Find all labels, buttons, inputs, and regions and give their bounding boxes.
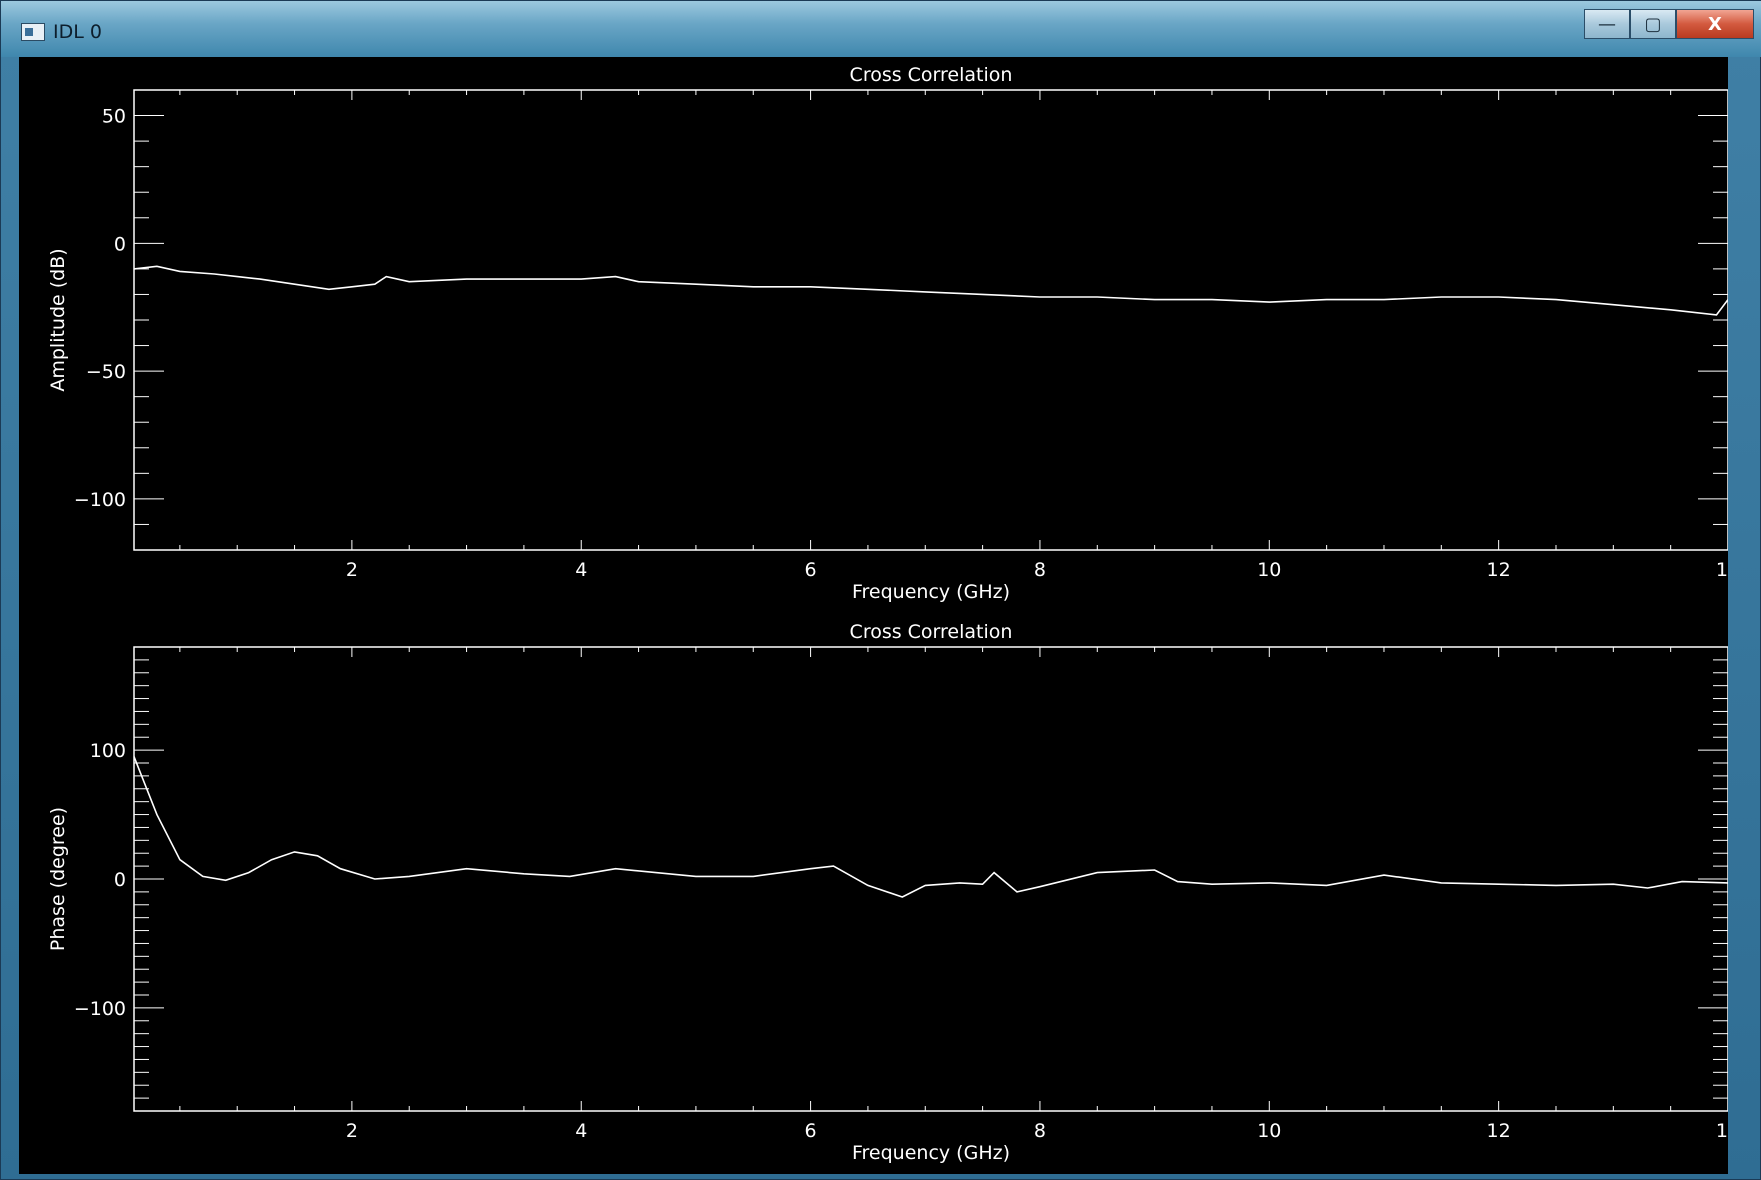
x-tick-label: 4 bbox=[575, 559, 587, 581]
plot-frame bbox=[133, 89, 1728, 551]
plot-canvas: Cross Correlation Frequency (GHz) Amplitud… bbox=[19, 57, 1728, 1174]
x-tick-label: 10 bbox=[1257, 559, 1281, 581]
series-line bbox=[133, 265, 1728, 316]
window-title: IDL 0 bbox=[53, 21, 102, 43]
x-axis-label: Frequency (GHz) bbox=[852, 581, 1010, 603]
y-tick-label: 0 bbox=[114, 869, 126, 891]
app-icon[interactable] bbox=[21, 23, 45, 41]
plots-svg: Cross Correlation Frequency (GHz) Amplitud… bbox=[47, 64, 1728, 1164]
x-tick-label: 2 bbox=[346, 1120, 358, 1142]
x-tick-label: 12 bbox=[1487, 559, 1511, 581]
close-icon[interactable]: X bbox=[1676, 9, 1754, 39]
x-tick-label: 10 bbox=[1257, 1120, 1281, 1142]
y-tick-label: −50 bbox=[86, 361, 126, 383]
x-tick-label: 12 bbox=[1487, 1120, 1511, 1142]
y-axis-label: Phase (degree) bbox=[47, 807, 69, 951]
x-tick-label: 6 bbox=[805, 1120, 817, 1142]
x-tick-label: 8 bbox=[1034, 1120, 1046, 1142]
x-tick-label: 2 bbox=[346, 559, 358, 581]
y-tick-label: −100 bbox=[74, 489, 126, 511]
x-tick-label: 4 bbox=[575, 1120, 587, 1142]
x-tick-label: 6 bbox=[805, 559, 817, 581]
x-tick-label: 14 bbox=[1716, 559, 1728, 581]
y-tick-label: −100 bbox=[74, 998, 126, 1020]
window-controls: — ▢ X bbox=[1584, 9, 1754, 41]
minimize-icon[interactable]: — bbox=[1584, 9, 1630, 39]
x-tick-label: 14 bbox=[1716, 1120, 1728, 1142]
y-tick-label: 100 bbox=[90, 740, 126, 762]
chart-title: Cross Correlation bbox=[850, 64, 1013, 86]
maximize-icon[interactable]: ▢ bbox=[1630, 9, 1676, 39]
x-tick-label: 8 bbox=[1034, 559, 1046, 581]
y-tick-label: 0 bbox=[114, 233, 126, 255]
y-tick-label: 50 bbox=[102, 106, 126, 128]
chart-title: Cross Correlation bbox=[850, 621, 1013, 643]
series-line bbox=[133, 756, 1728, 898]
x-axis-label: Frequency (GHz) bbox=[852, 1142, 1010, 1164]
title-bar[interactable]: IDL 0 — ▢ X bbox=[1, 1, 1761, 57]
y-axis-label: Amplitude (dB) bbox=[47, 248, 69, 391]
